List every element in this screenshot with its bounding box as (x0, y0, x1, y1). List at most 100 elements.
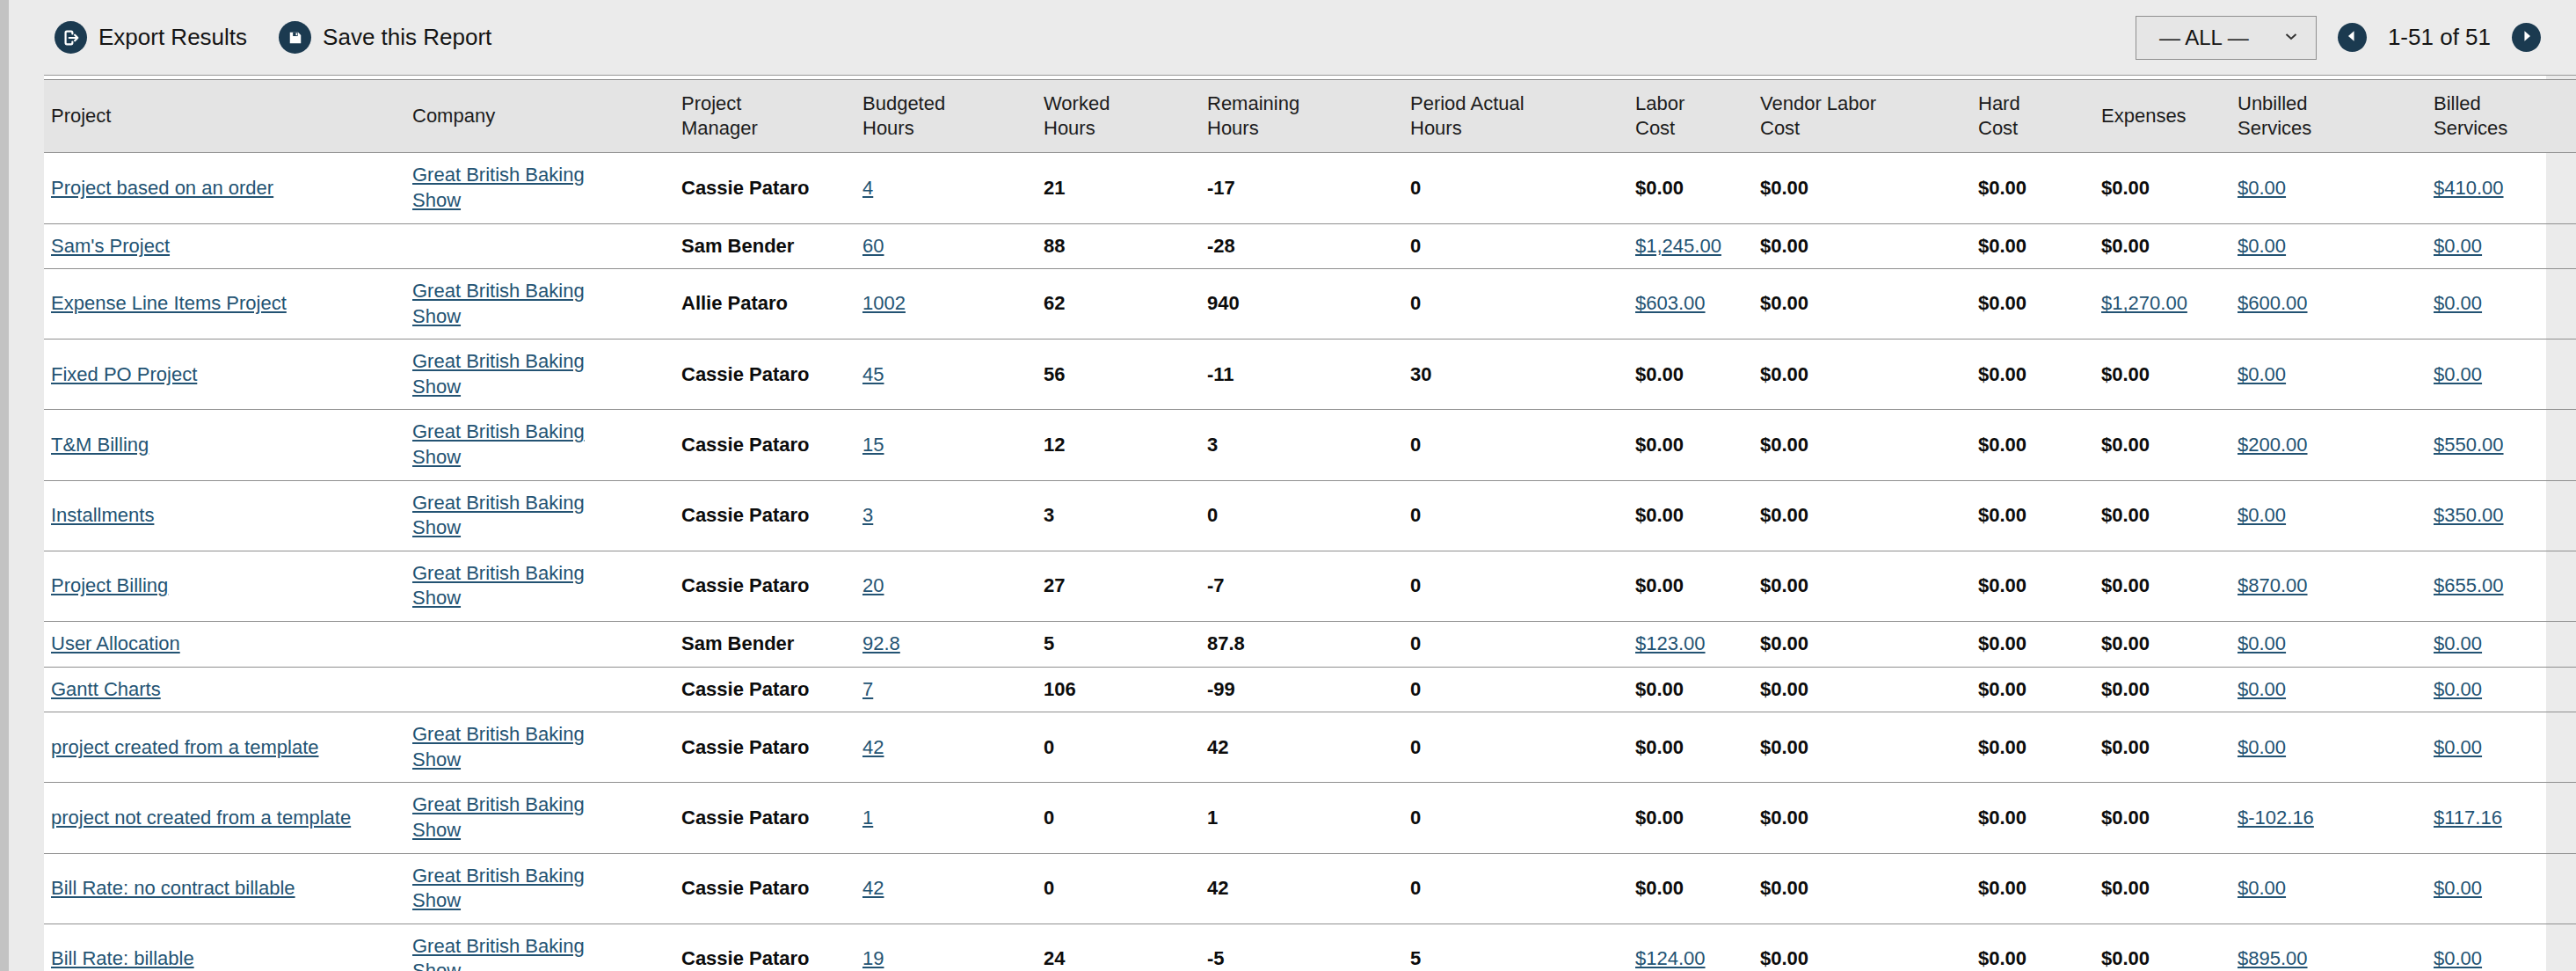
hard-value: $0.00 (1978, 292, 2027, 314)
table-row: Gantt ChartsCassie Pataro7106-990$0.00$0… (44, 667, 2576, 712)
expenses-link[interactable]: $1,270.00 (2101, 292, 2187, 314)
hard-value: $0.00 (1978, 363, 2027, 385)
budgeted-link[interactable]: 19 (862, 947, 884, 969)
billed-link[interactable]: $0.00 (2434, 877, 2482, 899)
billed-link[interactable]: $0.00 (2434, 363, 2482, 385)
worked-value: 21 (1044, 177, 1065, 199)
pagination-range: 1-51 of 51 (2388, 24, 2491, 51)
period-value: 0 (1410, 574, 1421, 596)
budgeted-link[interactable]: 20 (862, 574, 884, 596)
save-report-button[interactable]: Save this Report (279, 21, 491, 54)
budgeted-link[interactable]: 3 (862, 504, 873, 526)
worked-value: 3 (1044, 504, 1054, 526)
budgeted-link[interactable]: 15 (862, 434, 884, 456)
table-row: Project Billing Great British Baking Show… (44, 551, 2576, 621)
period-value: 0 (1410, 177, 1421, 199)
billed-link[interactable]: $410.00 (2434, 177, 2504, 199)
unbilled-link[interactable]: $0.00 (2238, 363, 2286, 385)
unbilled-link[interactable]: $-102.16 (2238, 807, 2314, 829)
remaining-value: -28 (1207, 235, 1235, 257)
project-link[interactable]: project created from a template (51, 736, 318, 758)
budgeted-link[interactable]: 42 (862, 877, 884, 899)
billed-link[interactable]: $0.00 (2434, 292, 2482, 314)
budgeted-link[interactable]: 7 (862, 678, 873, 700)
labor-link[interactable]: $1,245.00 (1635, 235, 1721, 257)
billed-link[interactable]: $0.00 (2434, 736, 2482, 758)
labor-link[interactable]: $603.00 (1635, 292, 1706, 314)
expenses-value: $0.00 (2101, 177, 2150, 199)
project-link[interactable]: Sam's Project (51, 235, 170, 257)
budgeted-link[interactable]: 1002 (862, 292, 906, 314)
column-header-period: Period Actual Hours (1403, 80, 1628, 153)
company-link[interactable]: Great British Baking Show (412, 420, 585, 468)
budgeted-link[interactable]: 60 (862, 235, 884, 257)
billed-link[interactable]: $350.00 (2434, 504, 2504, 526)
column-header-labor: Labor Cost (1628, 80, 1753, 153)
project-link[interactable]: Bill Rate: no contract billable (51, 877, 295, 899)
company-link[interactable]: Great British Baking Show (412, 793, 585, 841)
budgeted-link[interactable]: 1 (862, 807, 873, 829)
labor-value: $0.00 (1635, 363, 1684, 385)
project-link[interactable]: User Allocation (51, 632, 180, 654)
unbilled-link[interactable]: $870.00 (2238, 574, 2308, 596)
period-value: 30 (1410, 363, 1431, 385)
worked-value: 5 (1044, 632, 1054, 654)
company-link[interactable]: Great British Baking Show (412, 492, 585, 539)
billed-link[interactable]: $0.00 (2434, 235, 2482, 257)
column-header-remaining: Remaining Hours (1200, 80, 1403, 153)
company-link[interactable]: Great British Baking Show (412, 164, 585, 211)
project-link[interactable]: Bill Rate: billable (51, 947, 194, 969)
budgeted-link[interactable]: 4 (862, 177, 873, 199)
expenses-value: $0.00 (2101, 235, 2150, 257)
labor-value: $0.00 (1635, 177, 1684, 199)
rows-per-page-select[interactable]: — ALL — (2136, 16, 2317, 60)
unbilled-link[interactable]: $895.00 (2238, 947, 2308, 969)
remaining-value: -5 (1207, 947, 1225, 969)
export-results-button[interactable]: Export Results (55, 21, 247, 54)
labor-link[interactable]: $124.00 (1635, 947, 1706, 969)
project-link[interactable]: project not created from a template (51, 807, 351, 829)
vendor-value: $0.00 (1760, 877, 1808, 899)
unbilled-link[interactable]: $200.00 (2238, 434, 2308, 456)
budgeted-link[interactable]: 45 (862, 363, 884, 385)
table-row: Bill Rate: no contract billable Great Bri… (44, 853, 2576, 924)
company-link[interactable]: Great British Baking Show (412, 935, 585, 971)
billed-link[interactable]: $0.00 (2434, 632, 2482, 654)
company-link[interactable]: Great British Baking Show (412, 562, 585, 610)
column-header-worked: Worked Hours (1037, 80, 1200, 153)
company-link[interactable]: Great British Baking Show (412, 280, 585, 327)
labor-link[interactable]: $123.00 (1635, 632, 1706, 654)
billed-link[interactable]: $550.00 (2434, 434, 2504, 456)
project-link[interactable]: Gantt Charts (51, 678, 161, 700)
company-link[interactable]: Great British Baking Show (412, 723, 585, 770)
budgeted-link[interactable]: 92.8 (862, 632, 900, 654)
project-link[interactable]: Project based on an order (51, 177, 273, 199)
export-icon (55, 21, 87, 54)
project-link[interactable]: Fixed PO Project (51, 363, 197, 385)
unbilled-link[interactable]: $600.00 (2238, 292, 2308, 314)
billed-link[interactable]: $117.16 (2434, 807, 2502, 829)
billed-link[interactable]: $0.00 (2434, 678, 2482, 700)
labor-value: $0.00 (1635, 434, 1684, 456)
project-link[interactable]: Project Billing (51, 574, 168, 596)
company-link[interactable]: Great British Baking Show (412, 865, 585, 912)
report-table: ProjectCompanyProject ManagerBudgeted Ho… (44, 79, 2576, 971)
expenses-value: $0.00 (2101, 632, 2150, 654)
billed-link[interactable]: $0.00 (2434, 947, 2482, 969)
expenses-value: $0.00 (2101, 504, 2150, 526)
project-link[interactable]: T&M Billing (51, 434, 149, 456)
project-link[interactable]: Expense Line Items Project (51, 292, 287, 314)
unbilled-link[interactable]: $0.00 (2238, 736, 2286, 758)
unbilled-link[interactable]: $0.00 (2238, 632, 2286, 654)
next-page-button[interactable] (2512, 23, 2541, 52)
unbilled-link[interactable]: $0.00 (2238, 678, 2286, 700)
billed-link[interactable]: $655.00 (2434, 574, 2504, 596)
project-link[interactable]: Installments (51, 504, 154, 526)
company-link[interactable]: Great British Baking Show (412, 350, 585, 398)
budgeted-link[interactable]: 42 (862, 736, 884, 758)
unbilled-link[interactable]: $0.00 (2238, 877, 2286, 899)
unbilled-link[interactable]: $0.00 (2238, 235, 2286, 257)
unbilled-link[interactable]: $0.00 (2238, 177, 2286, 199)
previous-page-button[interactable] (2338, 23, 2367, 52)
unbilled-link[interactable]: $0.00 (2238, 504, 2286, 526)
